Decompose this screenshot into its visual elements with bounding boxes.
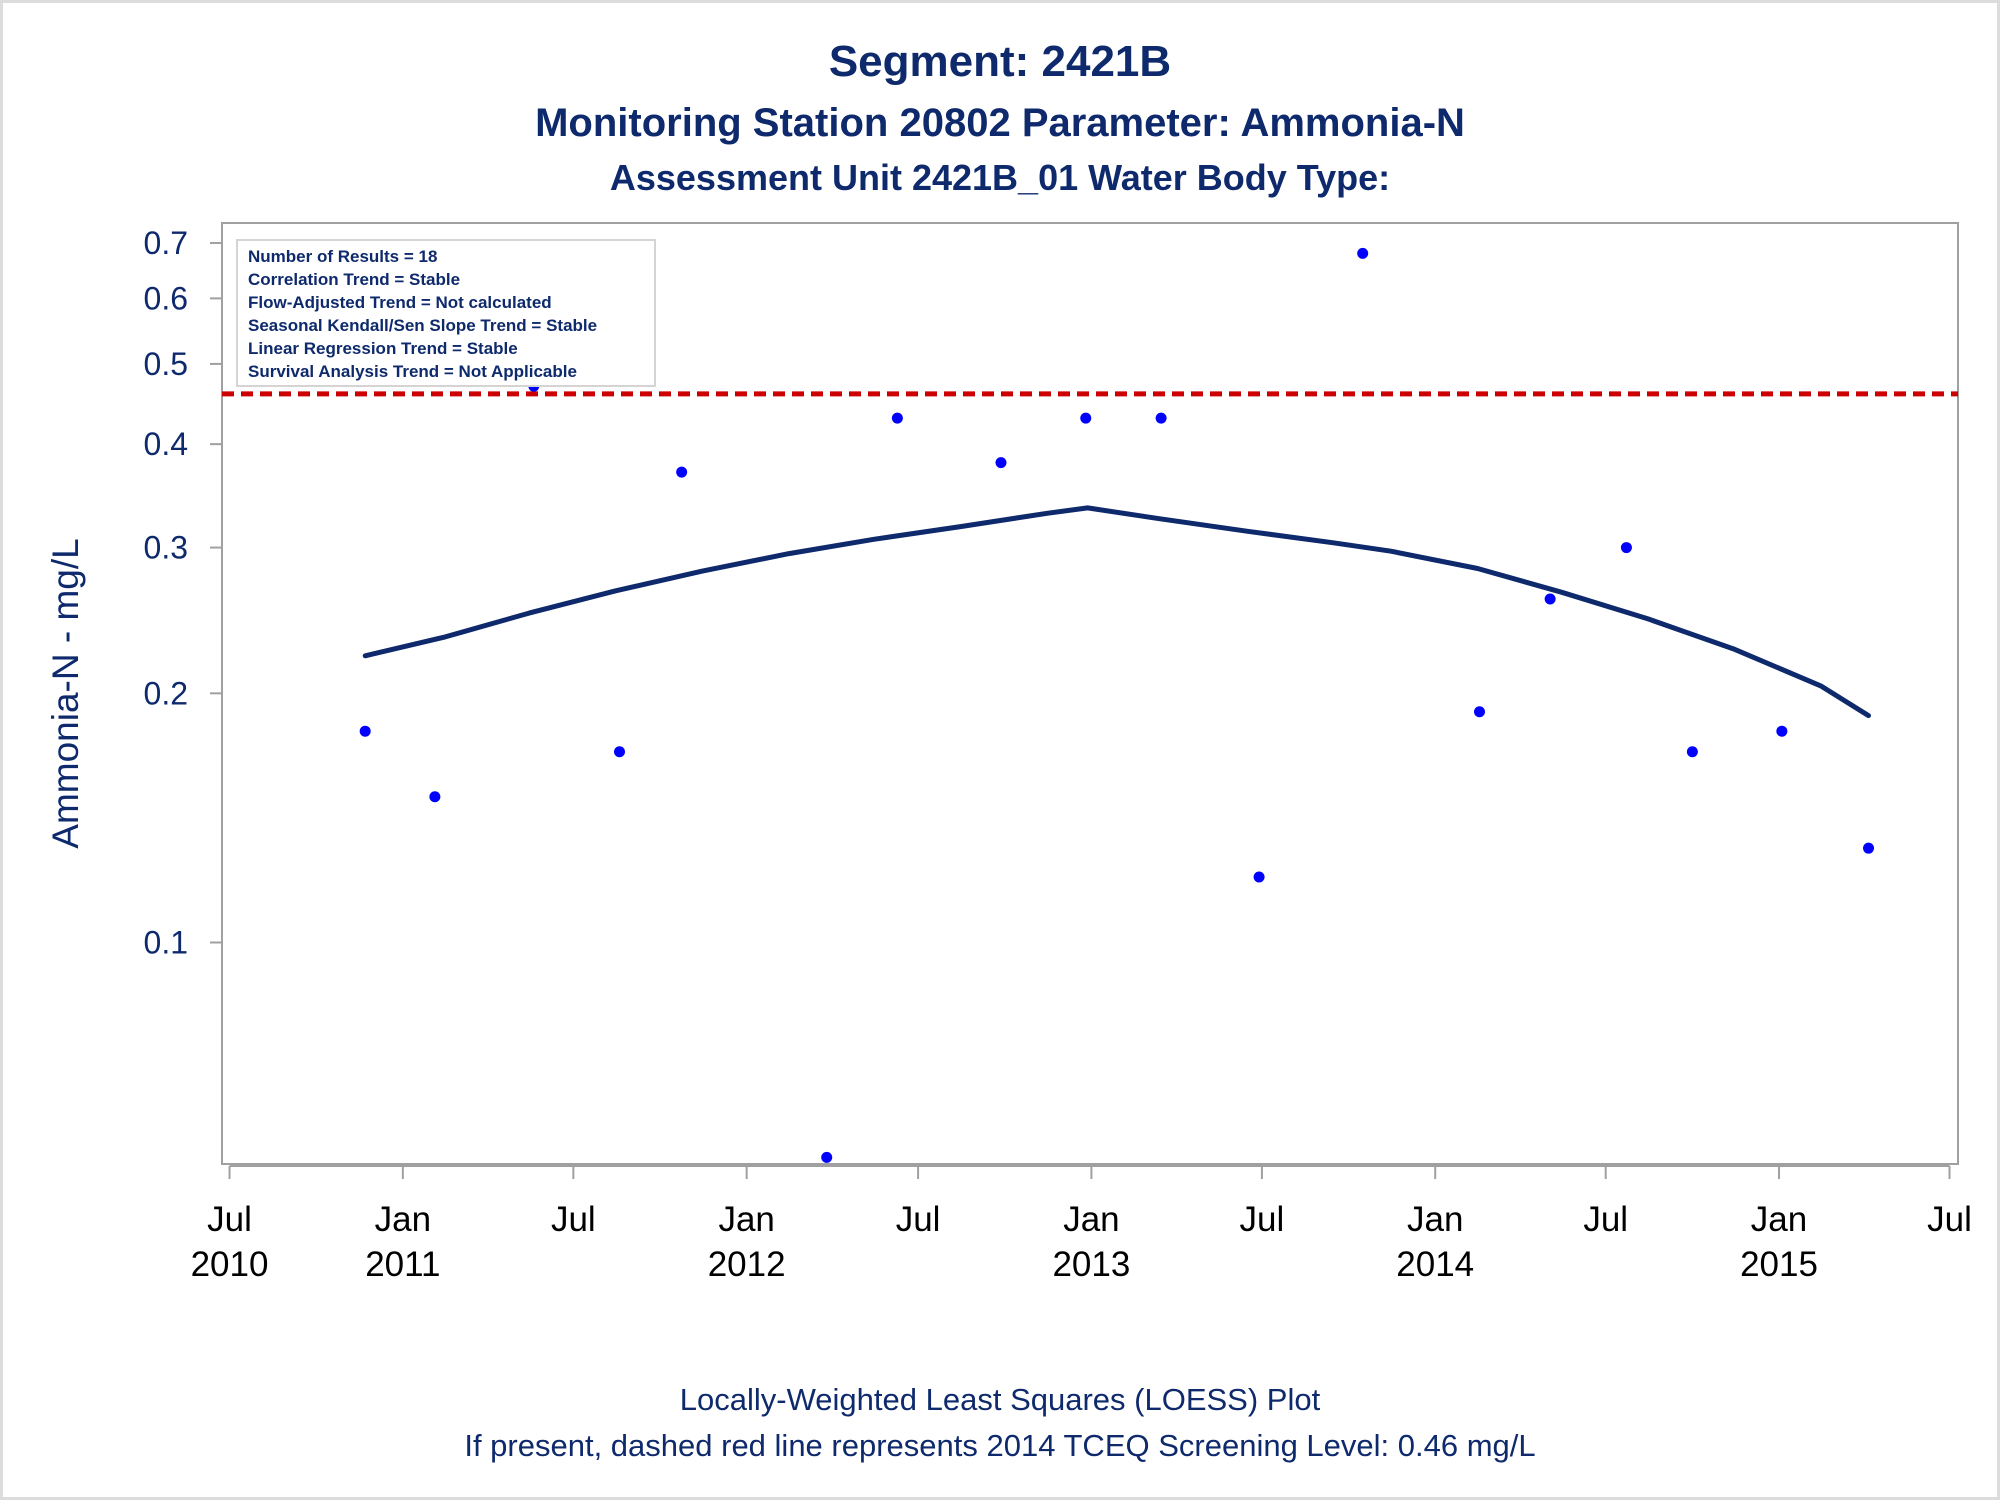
data-point — [995, 457, 1007, 469]
data-point — [1080, 412, 1092, 424]
data-point — [891, 412, 903, 424]
y-tick-label: 0.2 — [144, 675, 188, 711]
data-point — [1686, 746, 1698, 758]
data-point — [821, 1151, 833, 1163]
x-tick-label-month: Jan — [1407, 1200, 1463, 1239]
x-tick-label-year: 2015 — [1740, 1245, 1818, 1284]
x-tick-label-month: Jul — [896, 1200, 941, 1239]
y-axis-label: Ammonia-N - mg/L — [45, 538, 86, 848]
y-tick-label: 0.4 — [144, 426, 188, 462]
data-point — [1544, 593, 1556, 605]
y-tick-label: 0.1 — [144, 924, 188, 960]
stats-survival-analysis-trend: Survival Analysis Trend = Not Applicable — [248, 362, 577, 381]
x-tick-label-month: Jan — [1063, 1200, 1119, 1239]
x-tick-label-month: Jul — [551, 1200, 596, 1239]
x-tick-label-year: 2011 — [365, 1245, 440, 1284]
data-point — [1863, 842, 1875, 854]
x-tick-label-month: Jul — [1240, 1200, 1285, 1239]
stats-flow-adjusted-trend: Flow-Adjusted Trend = Not calculated — [248, 293, 552, 312]
stats-number-of-results: Number of Results = 18 — [248, 247, 438, 266]
x-tick-label-month: Jan — [375, 1200, 431, 1239]
data-point — [1620, 542, 1632, 554]
data-point — [1357, 247, 1369, 259]
data-point — [359, 725, 371, 737]
x-tick-label-year: 2014 — [1396, 1245, 1474, 1284]
y-tick-label: 0.7 — [144, 225, 188, 261]
stats-correlation-trend: Correlation Trend = Stable — [248, 270, 461, 289]
stats-seasonal-kendall-trend: Seasonal Kendall/Sen Slope Trend = Stabl… — [248, 316, 598, 335]
data-point — [613, 746, 625, 758]
x-tick-label-year: 2010 — [191, 1245, 269, 1284]
y-tick-label: 0.6 — [144, 280, 188, 316]
data-point — [429, 791, 441, 803]
x-tick-label-month: Jul — [1583, 1200, 1628, 1239]
y-tick-label: 0.5 — [144, 346, 188, 382]
x-tick-label-month: Jul — [207, 1200, 252, 1239]
x-tick-label-year: 2012 — [708, 1245, 786, 1284]
stats-linear-regression-trend: Linear Regression Trend = Stable — [248, 339, 518, 358]
y-tick-label: 0.3 — [144, 530, 188, 566]
data-point — [1473, 706, 1485, 718]
data-point — [676, 466, 688, 478]
loess-line — [362, 505, 1871, 719]
chart-subtitle-station: Monitoring Station 20802 Parameter: Ammo… — [535, 101, 1465, 145]
footnote-loess: Locally-Weighted Least Squares (LOESS) P… — [679, 1382, 1321, 1417]
x-tick-label-month: Jan — [1751, 1200, 1807, 1239]
x-tick-label-year: 2013 — [1052, 1245, 1130, 1284]
data-point — [1253, 871, 1265, 883]
x-tick-label-month: Jan — [718, 1200, 774, 1239]
x-tick-label-month: Jul — [1927, 1200, 1972, 1239]
data-point — [1155, 412, 1167, 424]
footnote-screening-level: If present, dashed red line represents 2… — [464, 1428, 1536, 1463]
trend-stats-box: Number of Results = 18 Correlation Trend… — [236, 239, 656, 387]
data-point — [1776, 725, 1788, 737]
chart-title: Segment: 2421B — [828, 37, 1172, 86]
chart-subtitle-assessment-unit: Assessment Unit 2421B_01 Water Body Type… — [609, 157, 1391, 198]
